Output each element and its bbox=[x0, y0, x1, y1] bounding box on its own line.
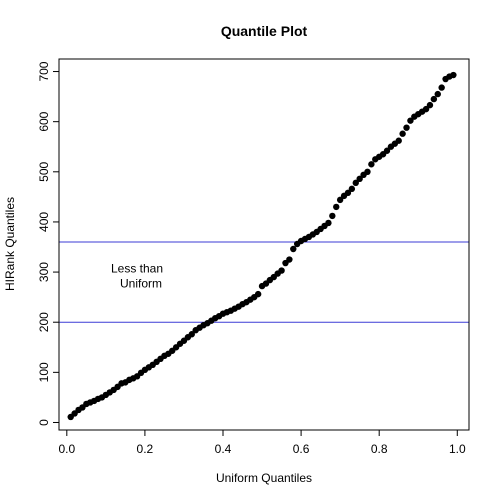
data-point bbox=[434, 90, 441, 98]
data-point bbox=[403, 124, 410, 131]
x-tick-label: 1.0 bbox=[449, 442, 466, 456]
data-point bbox=[352, 179, 359, 187]
x-tick-label: 0.4 bbox=[215, 442, 232, 456]
x-tick-label: 0.2 bbox=[137, 442, 154, 456]
y-tick-label: 700 bbox=[37, 61, 51, 81]
data-point bbox=[336, 196, 344, 204]
y-tick-label: 500 bbox=[37, 161, 51, 181]
x-tick-label: 0.0 bbox=[58, 442, 75, 456]
chart-title: Quantile Plot bbox=[221, 23, 308, 39]
data-point bbox=[422, 105, 430, 113]
data-point bbox=[430, 95, 438, 103]
data-point bbox=[348, 185, 356, 193]
data-point bbox=[426, 101, 434, 109]
annotation-line-2: Uniform bbox=[120, 277, 162, 291]
data-point bbox=[290, 245, 297, 253]
y-tick-label: 0 bbox=[37, 419, 51, 426]
y-axis: 0 100 200 300 400 500 600 700 bbox=[37, 61, 59, 426]
x-tick-label: 0.8 bbox=[371, 442, 388, 456]
plot-frame bbox=[58, 58, 470, 431]
data-point bbox=[325, 219, 332, 227]
data-point bbox=[278, 267, 285, 274]
data-point bbox=[286, 256, 293, 263]
data-point bbox=[438, 84, 445, 91]
y-tick-label: 300 bbox=[37, 262, 51, 282]
annotation-line-1: Less than bbox=[111, 262, 163, 276]
data-point bbox=[333, 203, 340, 211]
y-tick-label: 200 bbox=[37, 312, 51, 332]
y-tick-label: 100 bbox=[37, 362, 51, 382]
data-point bbox=[368, 161, 375, 168]
data-point bbox=[329, 212, 336, 220]
x-axis: 0.0 0.2 0.4 0.6 0.8 1.0 bbox=[58, 430, 466, 456]
data-point bbox=[254, 290, 262, 298]
data-point bbox=[383, 147, 391, 154]
data-point bbox=[364, 168, 371, 176]
data-point bbox=[395, 137, 402, 144]
data-point bbox=[344, 189, 352, 197]
y-axis-label: HIRank Quantiles bbox=[3, 197, 17, 291]
data-points bbox=[67, 71, 457, 421]
x-tick-label: 0.6 bbox=[293, 442, 310, 456]
data-point bbox=[188, 331, 195, 338]
annotation-less-than-uniform: Less than Uniform bbox=[111, 262, 163, 291]
reference-lines bbox=[59, 241, 469, 323]
x-axis-label: Uniform Quantiles bbox=[216, 471, 312, 485]
data-point bbox=[450, 71, 457, 79]
y-tick-label: 400 bbox=[37, 212, 51, 232]
data-point bbox=[356, 175, 363, 183]
data-point bbox=[407, 117, 414, 124]
y-tick-label: 600 bbox=[37, 111, 51, 131]
data-point bbox=[399, 130, 406, 137]
